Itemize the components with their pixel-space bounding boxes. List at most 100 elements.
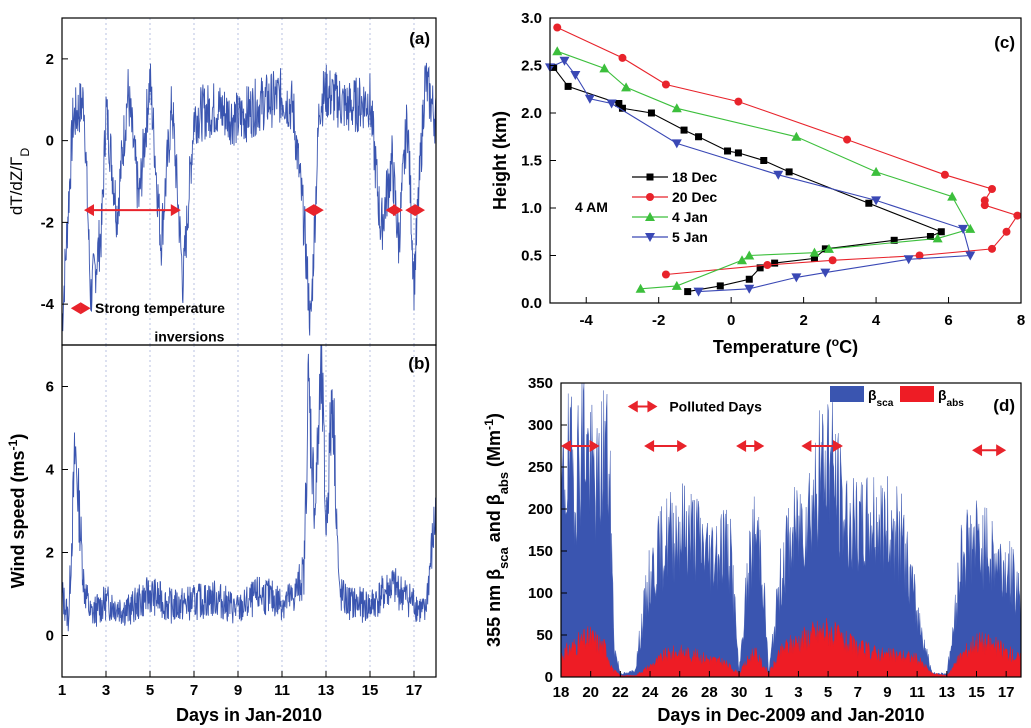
data-point <box>671 139 682 149</box>
legend-swatch <box>830 386 864 402</box>
panel-label: (b) <box>408 354 430 373</box>
arrow-head-right <box>80 302 91 315</box>
data-point <box>828 256 837 265</box>
data-point <box>680 126 688 134</box>
data-point <box>716 282 724 290</box>
x-tick-label: 15 <box>968 684 985 701</box>
data-point <box>744 284 755 294</box>
data-point <box>932 233 943 243</box>
plot-frame <box>61 344 437 678</box>
x-tick-label: 8 <box>1017 312 1025 329</box>
x-tick-label: 17 <box>406 682 423 699</box>
data-point <box>1013 211 1022 220</box>
arrow-head-right <box>170 204 181 217</box>
x-tick-label: 17 <box>998 684 1015 701</box>
data-point <box>615 100 623 107</box>
panel-c: -4 -2 0 2 4 6 8 0.0 0.5 1.0 1.5 2.0 2.5 3.0 (c) Height … <box>490 10 1025 357</box>
y-tick-label: 1.0 <box>521 200 542 217</box>
data-point <box>771 259 779 267</box>
data-point <box>965 223 976 233</box>
x-tick-label: 20 <box>582 684 599 701</box>
legend-swatch <box>900 386 934 402</box>
arrow-head-left <box>304 204 314 217</box>
data-point <box>865 199 873 207</box>
data-point <box>661 270 670 279</box>
series-line <box>556 27 1019 276</box>
plot-frame <box>560 382 1022 678</box>
arrow-head-right <box>313 204 324 217</box>
y-tick-label: 2.0 <box>521 105 542 122</box>
x-tick-label: 22 <box>612 684 629 701</box>
absorption-series <box>560 618 1022 678</box>
data-point <box>684 288 692 296</box>
polluted-arrow <box>736 440 765 452</box>
legend-label: 5 Jan <box>672 229 708 245</box>
y-tick-label: 6 <box>46 379 54 396</box>
data-point <box>671 280 682 290</box>
data-point <box>763 261 772 269</box>
y-axis-label: Height (km) <box>490 111 510 210</box>
arrow-head-left <box>736 440 747 452</box>
polluted-arrow <box>561 440 600 452</box>
annotation-line-2: inversions <box>154 329 224 345</box>
x-tick-label: 9 <box>883 684 891 701</box>
arrow-head-left <box>70 302 81 315</box>
y-tick-label: 250 <box>528 459 553 476</box>
data-point <box>584 94 595 104</box>
arrow-head-left <box>84 204 94 217</box>
series-20-dec <box>553 23 1022 279</box>
y-tick-label: 200 <box>528 501 553 518</box>
data-point <box>756 264 764 272</box>
y-tick-label: 0 <box>46 133 54 150</box>
data-point <box>988 185 997 193</box>
x-tick-label: 2 <box>799 312 807 329</box>
data-point <box>693 287 704 297</box>
legend-arrow <box>70 302 91 315</box>
legend-label: 4 Jan <box>672 209 708 225</box>
panel-label: (c) <box>994 33 1015 52</box>
x-tick-label: 1 <box>765 684 773 701</box>
arrow-head-left <box>385 204 396 217</box>
y-tick-label: 50 <box>536 627 553 644</box>
arrow-head-left <box>561 440 571 452</box>
x-tick-label: 30 <box>731 684 748 701</box>
arrow-head-right <box>677 440 688 452</box>
data-point <box>823 243 834 253</box>
x-tick-label: 5 <box>146 682 154 699</box>
polluted-arrow <box>644 440 688 452</box>
data-point <box>810 254 818 262</box>
y-tick-label: 3.0 <box>521 10 542 27</box>
y-tick-label: 0.5 <box>521 248 542 265</box>
data-point <box>564 82 572 90</box>
legend-label: βabs <box>938 387 964 409</box>
arrow-head-right <box>647 400 658 413</box>
arrow-head-right <box>832 440 843 452</box>
y-axis-label: 355 nm βsca and βabs (Mm-1) <box>482 413 511 647</box>
series-5-jan <box>545 56 976 297</box>
x-tick-label: -2 <box>652 312 665 329</box>
x-tick-label: 13 <box>318 682 335 699</box>
legend: βsca βabs <box>830 386 964 409</box>
x-tick-label: 11 <box>909 684 925 701</box>
x-tick-label: 28 <box>701 684 718 701</box>
data-point <box>724 147 732 155</box>
inversion-arrow <box>385 204 403 217</box>
arrow-head-left <box>644 440 655 452</box>
x-tick-label: 7 <box>854 684 862 701</box>
data-point <box>745 275 753 283</box>
data-point <box>773 170 784 180</box>
x-tick-label: 15 <box>362 682 379 699</box>
data-point <box>915 251 924 260</box>
data-point <box>760 157 768 164</box>
x-tick-label: 3 <box>794 684 802 701</box>
arrow-head-right <box>415 204 425 217</box>
data-point <box>958 224 969 234</box>
x-tick-label: 7 <box>190 682 198 699</box>
arrow-head-left <box>627 400 638 413</box>
data-point <box>821 245 829 253</box>
data-point <box>937 228 945 236</box>
y-tick-label: -2 <box>41 214 54 231</box>
time-annotation: 4 AM <box>575 199 608 215</box>
data-point <box>737 255 748 265</box>
